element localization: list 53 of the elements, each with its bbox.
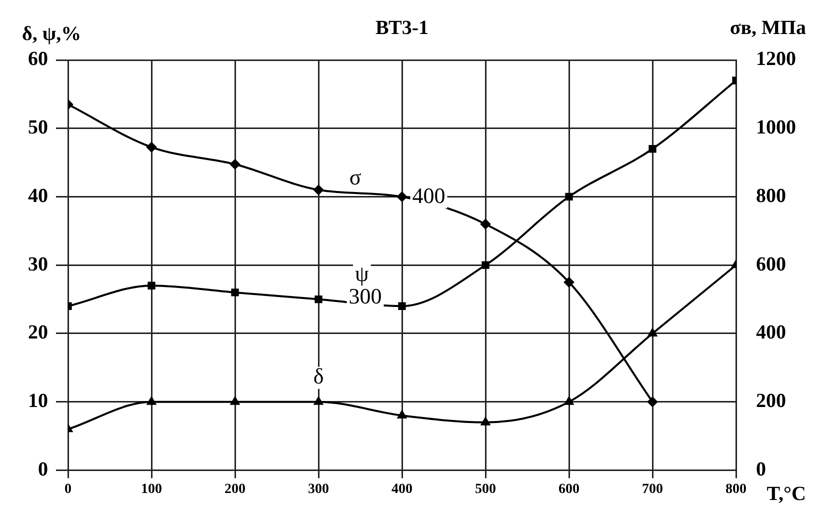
- y-tick-label: 50: [28, 116, 48, 139]
- y2-tick-label: 600: [756, 253, 786, 276]
- annotation: ψ: [355, 261, 370, 286]
- point: [648, 328, 657, 336]
- y2-tick-label: 1200: [756, 48, 796, 70]
- point: [398, 410, 406, 419]
- x-tick-label: 200: [224, 482, 246, 498]
- x-tick-label: 100: [141, 482, 162, 498]
- point: [481, 417, 490, 426]
- point: [146, 142, 156, 152]
- annotation: σ: [349, 164, 362, 190]
- point: [564, 277, 574, 288]
- x-tick-label: 400: [392, 482, 412, 498]
- x-tick-label: 300: [308, 482, 329, 498]
- x-axis-title: T,°C: [766, 483, 806, 506]
- point: [648, 396, 658, 407]
- y2-tick-label: 200: [756, 390, 786, 412]
- y2-axis-title: σв, МПа: [730, 17, 806, 39]
- point: [230, 159, 240, 170]
- point: [148, 282, 156, 290]
- point: [564, 396, 574, 405]
- x-tick-label: 800: [726, 482, 746, 498]
- x-tick-label: 700: [642, 482, 663, 498]
- point: [314, 184, 324, 195]
- y-axis-title: δ, ψ,%: [22, 23, 82, 45]
- y-tick-label: 10: [28, 390, 48, 412]
- point: [482, 261, 490, 269]
- x-tick-label: 600: [558, 482, 580, 498]
- y2-tick-label: 1000: [756, 116, 796, 139]
- annotation: δ: [313, 364, 324, 389]
- point: [648, 145, 656, 153]
- point: [314, 396, 323, 405]
- x-tick-label: 0: [64, 482, 72, 498]
- y-tick-label: 60: [28, 48, 48, 70]
- y-tick-label: 30: [28, 253, 48, 276]
- annotation: 300: [348, 284, 382, 309]
- point: [147, 396, 156, 405]
- y2-tick-label: 800: [756, 184, 786, 207]
- y-tick-label: 20: [28, 322, 48, 344]
- point: [230, 396, 240, 405]
- chart-title: ВТ3-1: [375, 17, 429, 39]
- point: [397, 192, 407, 202]
- annotation: 400: [412, 183, 446, 208]
- x-tick-label: 500: [475, 482, 496, 498]
- point: [480, 219, 490, 230]
- point: [565, 192, 573, 201]
- y-tick-label: 40: [28, 184, 48, 207]
- point: [314, 295, 322, 304]
- point: [398, 302, 406, 310]
- point: [231, 288, 239, 296]
- y-tick-label: 0: [38, 458, 48, 480]
- y2-tick-label: 400: [756, 322, 786, 344]
- y2-tick-label: 0: [756, 458, 766, 480]
